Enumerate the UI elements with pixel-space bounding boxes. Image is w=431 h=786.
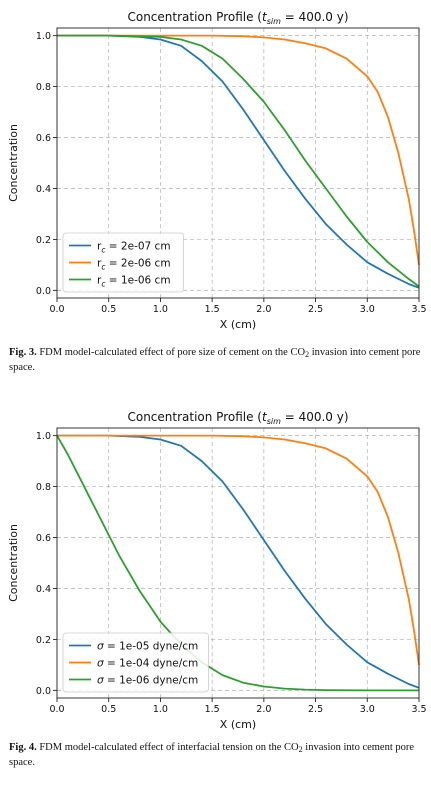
y-tick-label: 1.0 <box>36 431 51 442</box>
caption-text-pre: FDM model-calculated effect of pore size… <box>39 347 306 358</box>
caption-subscript: 2 <box>305 350 310 359</box>
caption-text: FDM model-calculated effect of interfaci… <box>9 742 414 768</box>
x-tick-label: 2.0 <box>256 704 271 715</box>
legend-label: σ = 1e-04 dyne/cm <box>97 657 198 669</box>
y-tick-label: 0.6 <box>36 133 51 144</box>
x-tick-label: 2.5 <box>308 704 323 715</box>
x-tick-label: 3.0 <box>360 704 375 715</box>
chart-title: Concentration Profile (tsim = 400.0 y) <box>127 410 348 426</box>
legend-label: rc = 1e-06 cm <box>97 274 171 288</box>
x-tick-label: 0.5 <box>101 704 116 715</box>
x-axis-label: X (cm) <box>220 718 256 731</box>
y-tick-label: 0.4 <box>36 184 51 195</box>
y-tick-label: 0.6 <box>36 533 51 544</box>
x-tick-label: 1.5 <box>205 304 220 315</box>
figure-label: Fig. 4. <box>9 742 37 753</box>
y-tick-label: 0.8 <box>36 82 51 93</box>
figure-caption: Fig. 3. FDM model-calculated effect of p… <box>9 345 424 375</box>
y-tick-label: 0.0 <box>36 286 51 297</box>
series-line <box>57 34 420 288</box>
y-axis-label: Concentration <box>7 124 20 202</box>
x-tick-label: 3.5 <box>411 704 426 715</box>
x-tick-label: 2.0 <box>256 304 271 315</box>
x-tick-label: 2.5 <box>308 304 323 315</box>
caption-text-pre: FDM model-calculated effect of interfaci… <box>39 742 299 753</box>
series-line <box>57 434 420 689</box>
series-line <box>57 434 420 666</box>
chart-title: Concentration Profile (tsim = 400.0 y) <box>127 10 348 26</box>
series-group <box>56 434 420 692</box>
figure-3: Concentration Profile (tsim = 400.0 y) 0.… <box>0 0 431 392</box>
legend: σ = 1e-05 dyne/cm σ = 1e-04 dyne/cm σ = 1e… <box>62 632 209 693</box>
series-line <box>56 435 419 692</box>
x-axis-label: X (cm) <box>220 318 256 331</box>
x-tick-label: 0.0 <box>49 304 64 315</box>
x-tick-label: 1.0 <box>153 704 168 715</box>
legend-box <box>62 632 209 693</box>
series-line <box>57 34 420 289</box>
chart-fig4: Concentration Profile (tsim = 400.0 y) 0.… <box>7 410 427 731</box>
plot-frame <box>56 427 420 699</box>
figure-4: Concentration Profile (tsim = 400.0 y) 0.… <box>0 400 431 786</box>
x-tick-label: 1.5 <box>205 704 220 715</box>
legend-label: rc = 2e-07 cm <box>97 240 171 254</box>
legend-label: σ = 1e-06 dyne/cm <box>97 674 198 686</box>
y-tick-label: 0.8 <box>36 482 51 493</box>
x-tick-label: 0.5 <box>101 304 116 315</box>
caption-text-post: invasion into cement pore space. <box>9 742 415 768</box>
x-tick-label: 1.0 <box>153 304 168 315</box>
x-tick-label: 3.5 <box>411 304 426 315</box>
y-tick-label: 0.2 <box>36 235 51 246</box>
grid-lines <box>56 28 420 298</box>
legend-box <box>62 232 184 293</box>
y-axis-label: Concentration <box>7 524 20 602</box>
caption-text-post: invasion into cement pore space. <box>9 347 421 373</box>
y-tick-label: 1.0 <box>36 31 51 42</box>
figure-caption: Fig. 4. FDM model-calculated effect of i… <box>9 740 424 770</box>
caption-text: FDM model-calculated effect of pore size… <box>9 347 420 373</box>
series-group <box>57 34 420 289</box>
x-tick-label: 3.0 <box>360 304 375 315</box>
plot-frame <box>56 27 420 299</box>
legend-label: σ = 1e-05 dyne/cm <box>97 640 198 652</box>
y-tick-label: 0.0 <box>36 686 51 697</box>
y-tick-label: 0.4 <box>36 584 51 595</box>
y-tick-label: 0.2 <box>36 635 51 646</box>
x-tick-label: 0.0 <box>49 704 64 715</box>
legend-label: rc = 2e-06 cm <box>97 257 171 271</box>
caption-subscript: 2 <box>298 745 303 754</box>
figure-label: Fig. 3. <box>9 347 37 358</box>
series-line <box>57 34 420 266</box>
legend: rc = 2e-07 cm rc = 2e-06 cm rc = 1e-06 cm <box>62 232 184 293</box>
chart-fig3: Concentration Profile (tsim = 400.0 y) 0.… <box>7 10 427 331</box>
